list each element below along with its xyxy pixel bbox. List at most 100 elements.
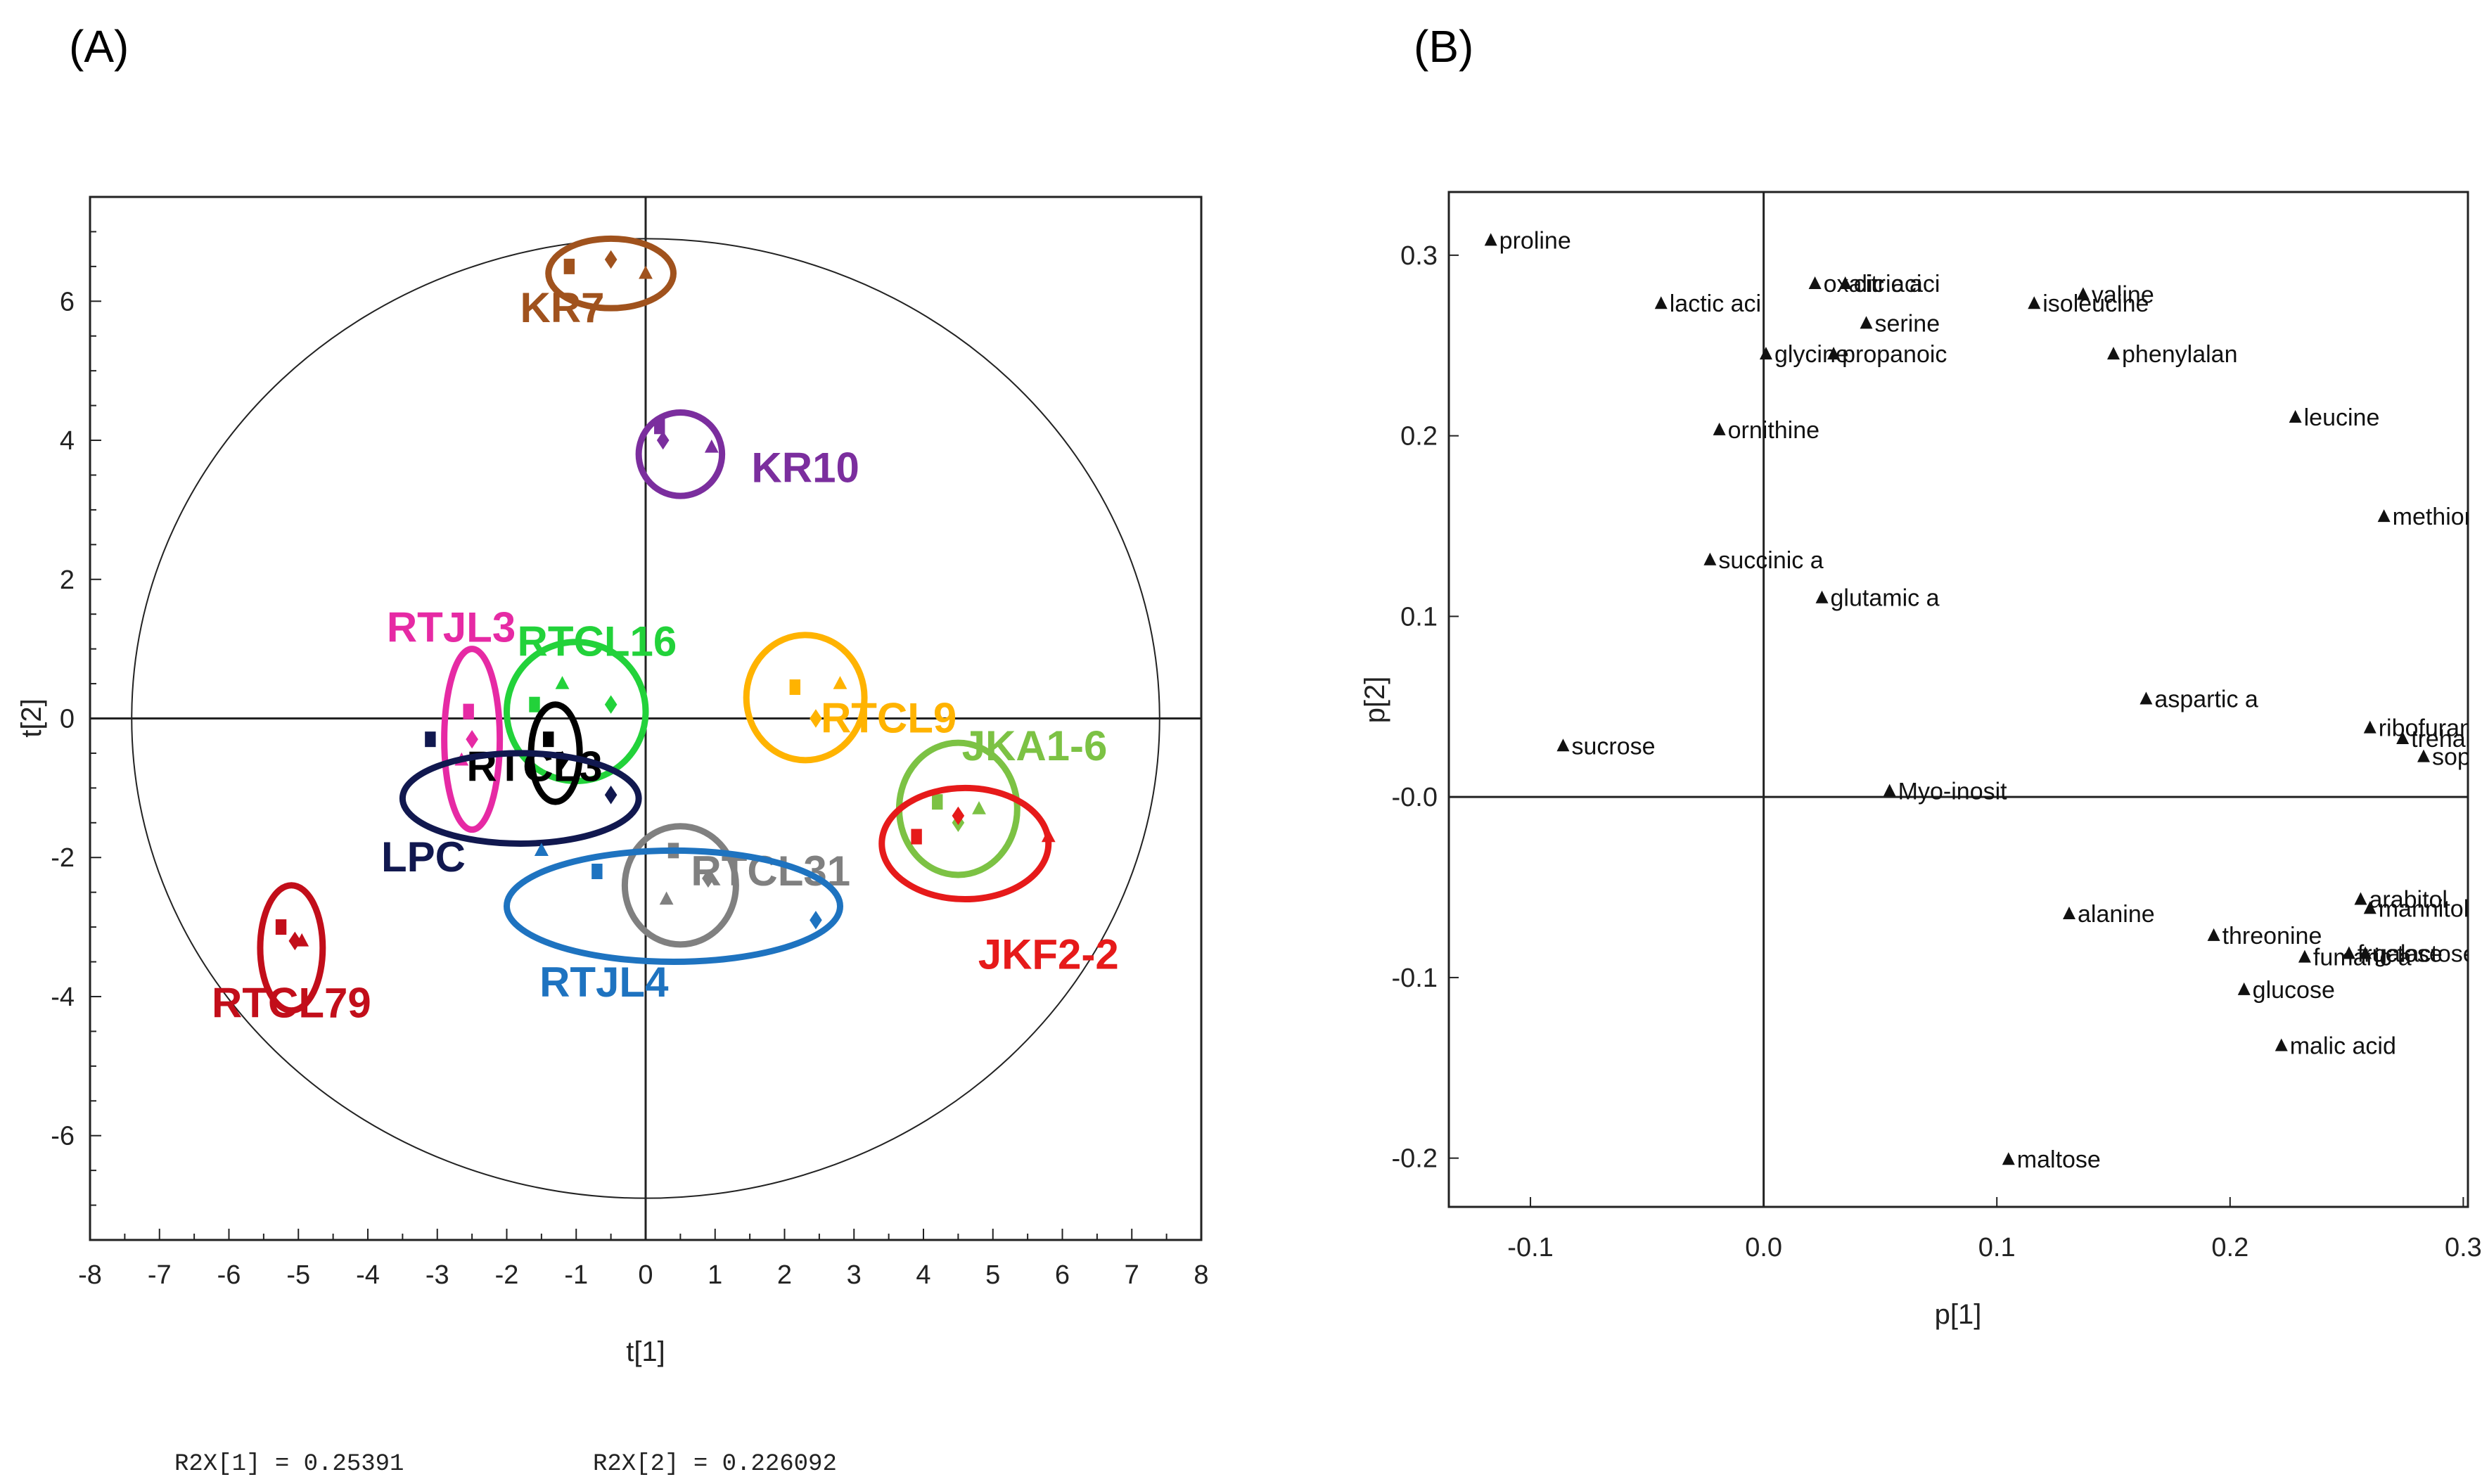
- group-point-rtcl9: [833, 676, 847, 689]
- score-x-tick-label: -1: [564, 1260, 588, 1290]
- variable-marker-valine: [2076, 287, 2090, 300]
- score-x-tick-label: 3: [847, 1260, 862, 1290]
- variable-marker-maltose: [2002, 1152, 2015, 1165]
- variable-label-sucrose: sucrose: [1571, 733, 1655, 760]
- group-point-jka1-6: [972, 801, 986, 814]
- group-point-rtcl3: [556, 750, 569, 770]
- variable-label-ribofurano: ribofurano: [2379, 715, 2482, 742]
- loading-x-tick-label: -0.1: [1507, 1233, 1553, 1262]
- group-point-jkf2-2: [1041, 829, 1056, 843]
- variable-trehalose: trehalose: [2396, 726, 2482, 753]
- group-label-rtjl3: RTJL3: [387, 604, 516, 651]
- group-point-rtcl79: [295, 933, 309, 947]
- group-point-rtcl3: [543, 731, 554, 748]
- variable-marker-glycine: [1759, 347, 1772, 360]
- variable-phenylalan: phenylalan: [2107, 341, 2237, 368]
- variable-glucose: glucose: [2237, 977, 2335, 1004]
- variable-galactose: galactose: [2359, 941, 2476, 968]
- score-plot-ticks: -8 -7 -6 -5 -4 -3 -2 -1 0 1 2 3 4 5 6 7 8 -6 -4 -2 0 2 4 6: [51, 231, 1209, 1290]
- variable-label-valine: valine: [2092, 281, 2154, 308]
- group-point-kr10: [704, 439, 719, 453]
- group-point-kr10: [654, 418, 665, 435]
- group-jkf2-2: JKF2-2: [878, 784, 1119, 978]
- score-x-tick-label: -3: [426, 1260, 449, 1290]
- score-x-tick-label: -7: [148, 1260, 172, 1290]
- group-point-rtcl31: [702, 869, 715, 888]
- variable-marker-citric-aci: [1838, 276, 1852, 289]
- variable-label-glutamic-a: glutamic a: [1831, 585, 1940, 612]
- variable-label-methionine: methionine: [2393, 504, 2482, 530]
- group-ellipse-lpc: [399, 750, 642, 847]
- group-point-kr7: [563, 258, 575, 274]
- variable-methionine: methionine: [2377, 504, 2482, 530]
- group-point-rtjl3: [463, 703, 474, 719]
- loading-y-tick-label: -0.0: [1392, 783, 1438, 812]
- variable-ornithine: ornithine: [1713, 417, 1819, 444]
- variable-marker-alanine: [2063, 907, 2075, 920]
- group-label-kr10: KR10: [751, 444, 859, 491]
- variable-label-arabitol: arabitol: [2369, 887, 2448, 914]
- loading-plot-ticks: -0.1 0.0 0.1 0.2 0.3 -0.2 -0.1 -0.0 0.1 0.2 0.3: [1392, 241, 2482, 1262]
- variable-proline: proline: [1484, 227, 1571, 254]
- variable-marker-oxalic-aci: [1808, 276, 1822, 289]
- score-x-tick-label: -8: [78, 1260, 102, 1290]
- variable-marker-glucose: [2237, 982, 2251, 995]
- variable-label-malic-acid: malic acid: [2290, 1032, 2396, 1059]
- loading-y-tick-label: 0.3: [1400, 241, 1438, 271]
- variable-label-alanine: alanine: [2078, 901, 2155, 928]
- group-label-jka1-6: JKA1-6: [962, 722, 1108, 769]
- score-x-tick-label: -5: [286, 1260, 310, 1290]
- variable-label-trehalose: trehalose: [2411, 726, 2482, 753]
- group-label-rtcl9: RTCL9: [821, 694, 957, 741]
- score-y-tick-label: -2: [51, 843, 75, 873]
- variable-label-ornithine: ornithine: [1728, 417, 1819, 444]
- loading-y-tick-label: 0.1: [1400, 602, 1438, 632]
- variable-maltose: maltose: [2002, 1146, 2101, 1173]
- group-point-rtjl4: [591, 864, 603, 880]
- variable-leucine: leucine: [2289, 404, 2380, 431]
- variable-marker-leucine: [2289, 409, 2302, 423]
- hotelling-t2-ellipse: [131, 238, 1160, 1199]
- variable-fructose: fructose: [2342, 941, 2443, 968]
- score-x-tick-label: 6: [1055, 1260, 1070, 1290]
- variable-marker-sucrose: [1556, 738, 1570, 752]
- loading-y-tick-label: -0.1: [1392, 964, 1438, 993]
- variable-marker-serine: [1860, 316, 1873, 329]
- variable-marker-myo-inosit: [1883, 783, 1896, 797]
- group-point-rtjl4: [810, 911, 822, 930]
- variable-sophorose: sophorose: [2417, 744, 2468, 771]
- group-label-lpc: LPC: [381, 833, 466, 881]
- variable-marker-ribofurano: [2363, 720, 2377, 734]
- group-label-jkf2-2: JKF2-2: [978, 930, 1119, 978]
- panel-a-label: (A): [69, 21, 129, 72]
- group-kr10: KR10: [635, 409, 859, 499]
- variable-marker-methionine: [2377, 509, 2391, 523]
- variable-succinic-a: succinic a: [1703, 547, 1824, 574]
- variable-propanoic: propanoic: [1827, 341, 1947, 368]
- variable-fumaric-a: fumaric a: [2298, 945, 2412, 971]
- group-point-rtcl79: [288, 931, 302, 951]
- group-point-lpc: [604, 786, 618, 805]
- score-x-tick-label: 4: [916, 1260, 930, 1290]
- variable-lactic-aci: lactic aci: [1654, 290, 1761, 317]
- loading-plot: -0.1 0.0 0.1 0.2 0.3 -0.2 -0.1 -0.0 0.1 0.2 0.3 pr…: [1360, 191, 2482, 1330]
- group-point-lpc: [425, 731, 436, 748]
- score-x-tick-label: -4: [356, 1260, 380, 1290]
- variable-valine: valine: [2076, 281, 2154, 308]
- group-point-jkf2-2: [911, 829, 922, 845]
- group-label-rtcl16: RTCL16: [518, 618, 677, 665]
- variable-label-mannitol: mannitol: [2379, 895, 2469, 922]
- variable-myo-inosit: Myo-inosit: [1883, 778, 2007, 805]
- variable-marker-propanoic: [1827, 347, 1841, 360]
- variable-label-galactose: galactose: [2374, 941, 2476, 968]
- loading-plot-ylabel: p[2]: [1360, 677, 1390, 724]
- group-ellipse-kr10: [635, 409, 726, 499]
- group-rtjl3: RTJL3: [387, 604, 516, 833]
- variable-aspartic-a: aspartic a: [2139, 686, 2258, 713]
- group-rtcl79: RTCL79: [212, 882, 371, 1027]
- loading-y-tick-label: -0.2: [1392, 1144, 1438, 1174]
- variable-label-lactic-aci: lactic aci: [1670, 290, 1761, 317]
- variable-label-leucine: leucine: [2304, 404, 2380, 431]
